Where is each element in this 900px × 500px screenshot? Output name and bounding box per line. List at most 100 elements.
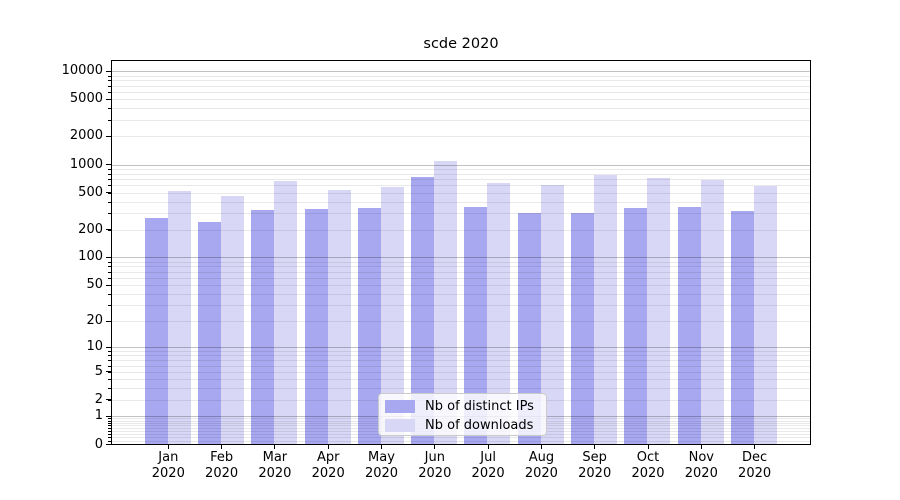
y-minor-tick	[108, 108, 111, 110]
minor-gridline	[112, 379, 810, 381]
x-axis-tick-label: Apr 2020	[311, 450, 345, 481]
y-minor-tick	[108, 266, 111, 268]
y-minor-tick	[108, 371, 111, 373]
x-axis-tick-label: Jun 2020	[418, 450, 452, 481]
y-axis-tick-label: 20	[86, 313, 103, 329]
y-tick	[106, 444, 111, 445]
bottom-spine	[111, 444, 811, 445]
x-tick	[167, 445, 169, 449]
x-tick	[540, 445, 542, 449]
minor-gridline	[112, 351, 810, 353]
y-axis-tick-label: 10000	[61, 63, 103, 79]
y-minor-tick	[108, 173, 111, 175]
x-tick	[647, 445, 649, 449]
y-minor-tick	[108, 418, 111, 420]
x-axis-tick-label: Sep 2020	[578, 450, 612, 481]
y-minor-tick	[108, 91, 111, 93]
y-tick	[106, 164, 111, 166]
x-tick	[381, 445, 382, 449]
y-axis-tick-label: 5	[94, 363, 103, 379]
major-gridline	[112, 257, 810, 259]
minor-gridline	[112, 178, 810, 180]
y-minor-tick	[108, 399, 111, 401]
y-minor-tick	[108, 425, 111, 427]
minor-gridline	[112, 305, 810, 307]
bar-distinct-ips-sep	[571, 212, 594, 444]
y-minor-tick	[108, 420, 111, 422]
major-gridline	[112, 164, 810, 166]
y-minor-tick	[108, 271, 111, 273]
minor-gridline	[112, 277, 810, 279]
y-minor-tick	[108, 379, 111, 381]
y-tick	[106, 284, 111, 286]
x-tick	[594, 445, 596, 449]
y-minor-tick	[108, 75, 111, 77]
minor-gridline	[112, 185, 810, 187]
bar-distinct-ips-feb	[197, 222, 221, 444]
y-axis-tick-label: 100	[78, 249, 103, 265]
minor-gridline	[112, 261, 810, 263]
y-minor-tick	[108, 213, 111, 215]
bar-distinct-ips-dec	[730, 210, 754, 444]
bar-downloads-feb	[220, 195, 244, 444]
minor-gridline	[112, 440, 810, 442]
x-tick	[487, 445, 489, 449]
y-tick	[106, 192, 111, 194]
bar-distinct-ips-oct	[624, 208, 648, 444]
bar-downloads-sep	[594, 174, 617, 444]
left-spine	[111, 60, 112, 445]
y-tick	[106, 346, 111, 348]
x-axis-tick-label: May 2020	[364, 450, 399, 481]
minor-gridline	[112, 285, 810, 287]
y-minor-tick	[108, 136, 111, 138]
y-minor-tick	[108, 321, 111, 323]
minor-gridline	[112, 437, 810, 439]
y-minor-tick	[108, 433, 111, 435]
bar-distinct-ips-aug	[517, 213, 541, 444]
y-minor-tick	[108, 85, 111, 87]
bar-downloads-jan	[167, 191, 191, 444]
y-tick	[106, 135, 111, 137]
minor-gridline	[112, 108, 810, 110]
bar-distinct-ips-jan	[144, 217, 168, 444]
bar-downloads-apr	[327, 190, 351, 444]
major-gridline	[112, 347, 810, 349]
bar-downloads-oct	[647, 178, 671, 444]
y-axis-tick-label: 1	[94, 408, 103, 424]
minor-gridline	[112, 173, 810, 175]
y-minor-tick	[108, 178, 111, 180]
x-axis-tick-label: Oct 2020	[631, 450, 665, 481]
minor-gridline	[112, 321, 810, 323]
y-minor-tick	[108, 80, 111, 82]
bar-downloads-jul	[487, 182, 511, 444]
x-tick	[221, 445, 223, 449]
y-minor-tick	[108, 229, 111, 231]
minor-gridline	[112, 201, 810, 203]
x-tick	[274, 445, 276, 449]
minor-gridline	[112, 80, 810, 82]
y-tick	[106, 229, 111, 231]
minor-gridline	[112, 360, 810, 362]
legend-swatch-downloads	[385, 419, 415, 432]
y-minor-tick	[108, 360, 111, 362]
right-spine	[810, 60, 811, 445]
y-minor-tick	[108, 365, 111, 367]
minor-gridline	[112, 168, 810, 170]
legend-item-downloads: Nb of downloads	[385, 416, 546, 435]
minor-gridline	[112, 213, 810, 215]
y-minor-tick	[108, 261, 111, 263]
x-axis-tick-label: Nov 2020	[684, 450, 718, 481]
y-minor-tick	[108, 351, 111, 353]
minor-gridline	[112, 271, 810, 273]
y-minor-tick	[108, 168, 111, 170]
y-axis-tick-label: 500	[78, 184, 103, 200]
minor-gridline	[112, 229, 810, 231]
bar-distinct-ips-mar	[251, 210, 275, 444]
x-axis-tick-label: Dec 2020	[738, 450, 772, 481]
major-gridline	[112, 71, 810, 73]
y-minor-tick	[108, 430, 111, 432]
y-minor-tick	[108, 185, 111, 187]
minor-gridline	[112, 192, 810, 194]
legend-label-downloads: Nb of downloads	[425, 418, 534, 433]
minor-gridline	[112, 91, 810, 93]
